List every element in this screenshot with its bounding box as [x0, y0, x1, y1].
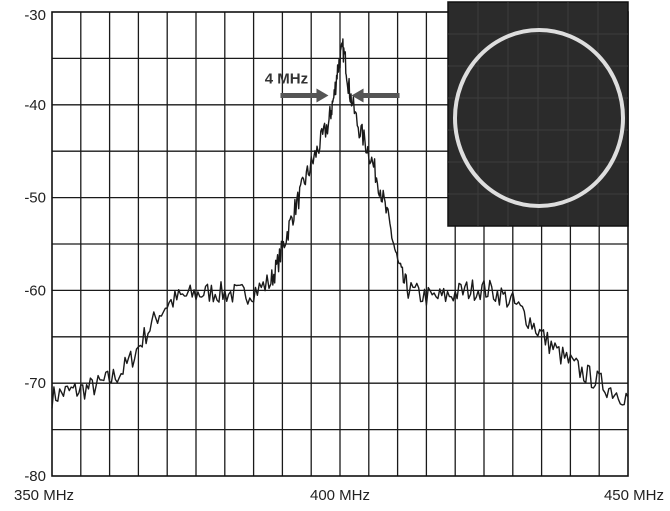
x-axis-tick-labels: 350 MHz 400 MHz 450 MHz — [14, 487, 664, 504]
y-tick-label: -30 — [24, 7, 46, 24]
y-tick-label: -50 — [24, 190, 46, 207]
inset-scope — [447, 1, 629, 227]
x-tick-label: 400 MHz — [310, 487, 370, 504]
plot-frame — [51, 11, 629, 477]
inset-circle — [453, 28, 625, 208]
y-tick-label: -70 — [24, 375, 46, 392]
annotation-left-arrow-head — [316, 88, 329, 103]
x-tick-label: 450 MHz — [604, 487, 664, 504]
bandwidth-annotation: 4 MHz — [265, 71, 400, 103]
y-tick-label: -60 — [24, 282, 46, 299]
annotation-label: 4 MHz — [265, 71, 308, 88]
y-tick-label: -40 — [24, 97, 46, 114]
y-tick-label: -80 — [24, 468, 46, 485]
x-tick-label: 350 MHz — [14, 487, 74, 504]
y-axis-tick-labels: -30 -40 -50 -60 -70 -80 — [24, 7, 46, 485]
annotation-right-arrow-head — [351, 88, 364, 103]
spectrum-trace — [51, 38, 629, 409]
